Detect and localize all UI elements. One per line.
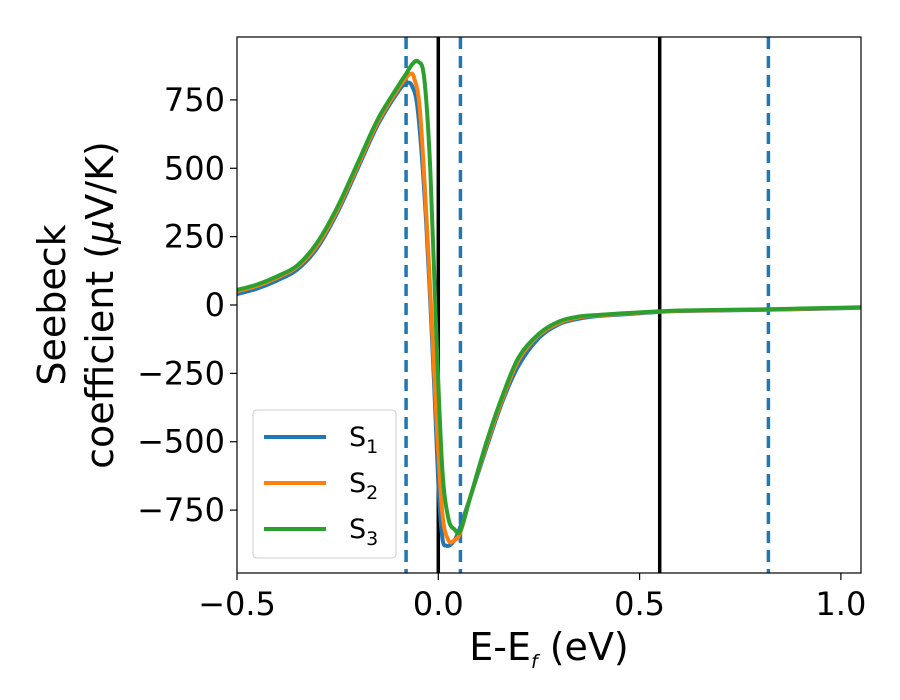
- y-tick-label: 750: [164, 81, 225, 119]
- y-tick-label: −250: [137, 354, 225, 392]
- legend-label-1: S1: [349, 422, 378, 458]
- legend: S1 S2 S3: [252, 409, 397, 559]
- x-tick-label: 0.5: [614, 585, 665, 623]
- y-axis-ticks: −750 −500 −250 0 250 500 750: [137, 81, 237, 529]
- x-tick-label: 0.0: [413, 585, 464, 623]
- x-axis-label: E-Ef (eV): [469, 625, 629, 673]
- y-tick-label: −750: [137, 491, 225, 529]
- y-axis-label-line2: coefficient (μV/K): [78, 141, 122, 469]
- y-tick-label: 500: [164, 149, 225, 187]
- y-tick-label: 0: [205, 286, 225, 324]
- legend-label-3: S3: [349, 514, 378, 550]
- y-axis-label-line1: Seebeck: [30, 224, 74, 385]
- legend-label-2: S2: [349, 468, 378, 504]
- x-tick-label: −0.5: [198, 585, 276, 623]
- x-tick-label: 1.0: [815, 585, 866, 623]
- series-lines: [237, 58, 861, 548]
- y-tick-label: −500: [137, 423, 225, 461]
- y-tick-label: 250: [164, 218, 225, 256]
- y-axis-label: Seebeck coefficient (μV/K): [30, 141, 122, 469]
- series-line-3: [237, 58, 861, 536]
- x-axis-ticks: −0.5 0.0 0.5 1.0: [198, 573, 866, 623]
- reference-lines: [404, 37, 771, 573]
